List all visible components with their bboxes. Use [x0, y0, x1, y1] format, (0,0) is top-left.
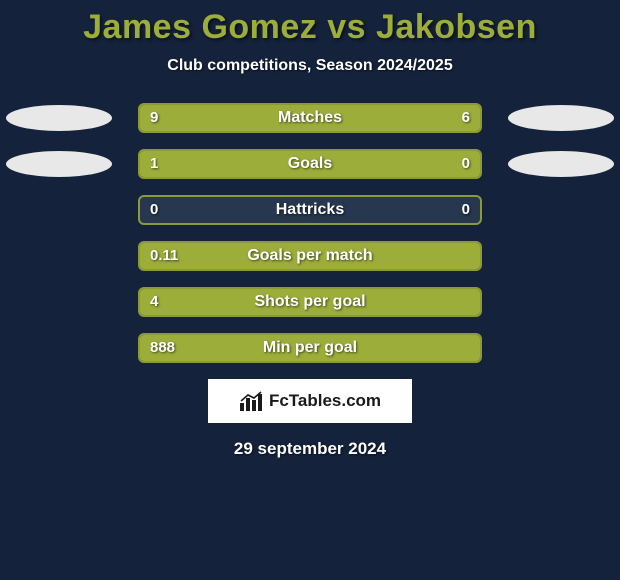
- logo-box: FcTables.com: [208, 379, 412, 423]
- stat-value-left: 888: [140, 335, 185, 361]
- stat-bar: Goals per match0.11: [138, 241, 482, 271]
- stat-label: Matches: [140, 105, 480, 131]
- stat-row: Hattricks0 0: [0, 195, 620, 225]
- stats-chart: Matches96Goals10Hattricks00Goals per mat…: [0, 103, 620, 363]
- stat-value-left: 0: [140, 197, 168, 223]
- stat-value-right: 0: [452, 197, 480, 223]
- stat-value-left: 9: [140, 105, 168, 131]
- stat-bar: Matches9 6: [138, 103, 482, 133]
- stat-value-left: 0.11: [140, 243, 188, 269]
- stat-bar: Min per goal888: [138, 333, 482, 363]
- stat-label: Hattricks: [140, 197, 480, 223]
- stat-row: Shots per goal4: [0, 287, 620, 317]
- player-marker-left: [6, 105, 112, 131]
- subtitle: Club competitions, Season 2024/2025: [0, 57, 620, 75]
- stat-value-right: 6: [452, 105, 480, 131]
- bar-chart-icon: [239, 391, 263, 411]
- stat-row: Goals per match0.11: [0, 241, 620, 271]
- stat-value-right: 0: [452, 151, 480, 177]
- player-marker-right: [508, 105, 614, 131]
- player-marker-right: [508, 151, 614, 177]
- stat-row: Min per goal888: [0, 333, 620, 363]
- stat-label: Shots per goal: [140, 289, 480, 315]
- player-marker-left: [6, 151, 112, 177]
- stat-value-left: 1: [140, 151, 168, 177]
- stat-label: Goals: [140, 151, 480, 177]
- logo-text: FcTables.com: [269, 391, 381, 411]
- stat-label: Min per goal: [140, 335, 480, 361]
- stat-value-left: 4: [140, 289, 168, 315]
- stat-row: Matches9 6: [0, 103, 620, 133]
- stat-label: Goals per match: [140, 243, 480, 269]
- stat-bar: Shots per goal4: [138, 287, 482, 317]
- stat-bar: Goals1 0: [138, 149, 482, 179]
- stat-bar: Hattricks0 0: [138, 195, 482, 225]
- footer-date: 29 september 2024: [0, 439, 620, 459]
- stat-row: Goals1 0: [0, 149, 620, 179]
- page-title: James Gomez vs Jakobsen: [0, 0, 620, 47]
